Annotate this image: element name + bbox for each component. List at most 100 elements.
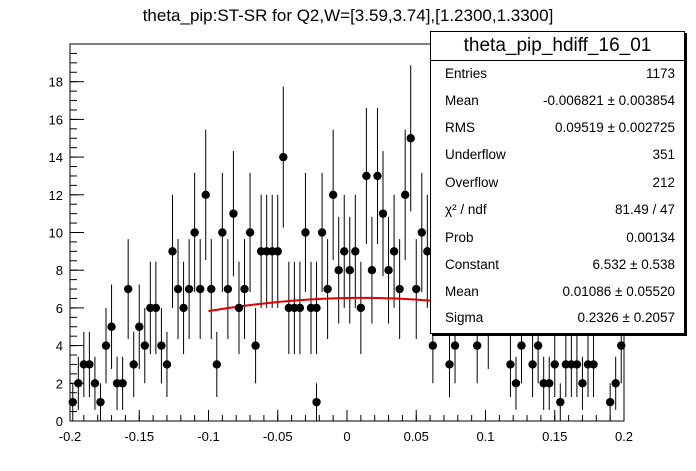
data-point (179, 303, 188, 313)
stats-key: Entries (445, 66, 488, 81)
stats-row-underflow: Underflow 351 (431, 142, 684, 169)
data-point (578, 379, 587, 388)
data-point (251, 341, 260, 350)
stats-value: 0.09519 ± 0.002725 (554, 120, 675, 135)
data-point (550, 360, 559, 369)
stats-row-chi2: χ² / ndf 81.49 / 47 (431, 197, 684, 224)
x-tick-label: 0 (343, 429, 350, 444)
stats-row-rms: RMS 0.09519 ± 0.002725 (431, 115, 684, 142)
data-point (345, 266, 354, 275)
data-point (229, 209, 238, 218)
stats-row-overflow: Overflow 212 (431, 170, 684, 197)
y-tick-label: 6 (56, 301, 63, 316)
x-tick-label: 0.15 (542, 429, 567, 444)
stats-value: 81.49 / 47 (614, 202, 675, 217)
data-point (367, 266, 377, 275)
stats-value: 1173 (645, 66, 675, 81)
data-point (605, 397, 615, 407)
data-point (301, 228, 310, 237)
stats-box: theta_pip_hdiff_16_01 Entries 1173 Mean … (430, 31, 685, 334)
data-point (190, 228, 199, 237)
x-tick-label: 0.05 (404, 429, 429, 444)
data-point (572, 360, 582, 369)
x-tick-label: -0.2 (59, 429, 81, 444)
data-point (74, 379, 83, 388)
data-point (533, 341, 543, 350)
stats-row-entries: Entries 1173 (431, 61, 684, 88)
data-point (445, 360, 454, 369)
data-point (195, 284, 205, 294)
data-point (556, 397, 565, 407)
data-point (312, 303, 321, 313)
y-tick-label: 16 (49, 112, 63, 127)
data-point (528, 360, 537, 369)
stats-value: 0.01086 ± 0.05520 (562, 284, 675, 299)
axes-group: -0.2 -0.15 -0.1 -0.05 0 0.05 0.1 0.15 0.2 0 2 4 6 8 10… (49, 43, 633, 444)
stats-key: Mean (445, 93, 479, 108)
data-point (589, 360, 598, 369)
stats-row-constant: Constant 6.532 ± 0.538 (431, 252, 684, 279)
stats-key: Overflow (445, 175, 499, 190)
stats-row-fit-mean: Mean 0.01086 ± 0.05520 (431, 279, 684, 306)
data-point (545, 379, 554, 388)
data-point (406, 134, 415, 143)
data-point (351, 247, 360, 256)
data-point (107, 322, 116, 331)
y-tick-label: 4 (56, 339, 63, 354)
data-point (129, 360, 138, 369)
y-tick-label: 14 (49, 150, 63, 165)
data-point (389, 247, 399, 256)
data-point (423, 247, 432, 256)
data-point (511, 379, 521, 388)
x-tick-label: 0.1 (476, 429, 494, 444)
data-point (201, 190, 210, 199)
x-tick-label: -0.05 (263, 429, 293, 444)
data-point (312, 397, 321, 407)
data-point (417, 228, 426, 237)
data-point (395, 284, 404, 294)
data-point (168, 247, 177, 256)
data-point (340, 247, 349, 256)
data-point (617, 341, 626, 350)
data-point (328, 190, 338, 199)
y-tick-label: 0 (56, 414, 63, 429)
data-point (362, 171, 371, 181)
data-point (611, 379, 620, 388)
histogram-title: theta_pip:ST-SR for Q2,W=[3.59,3.74],[1.… (142, 6, 554, 25)
stats-value: 6.532 ± 0.538 (592, 257, 675, 272)
stats-key: χ² / ndf (445, 202, 487, 217)
stats-row-sigma: Sigma 0.2326 ± 0.2057 (431, 305, 684, 332)
data-point (96, 397, 105, 407)
data-point (317, 228, 327, 237)
data-point (400, 190, 410, 199)
y-tick-label: 8 (56, 263, 63, 278)
data-point (85, 360, 94, 369)
data-point (223, 284, 233, 294)
data-point (90, 379, 100, 388)
data-point (140, 341, 149, 350)
y-tick-label: 2 (56, 376, 63, 391)
data-point (450, 341, 460, 350)
data-point (157, 341, 166, 350)
data-point (135, 322, 144, 331)
stats-row-mean: Mean -0.006821 ± 0.003854 (431, 88, 684, 115)
stats-row-prob: Prob 0.00134 (431, 225, 684, 252)
stats-key: Sigma (445, 310, 484, 325)
stats-key: RMS (445, 120, 475, 135)
x-tick-label: -0.15 (124, 429, 154, 444)
data-point (118, 379, 127, 388)
data-point (428, 341, 438, 350)
stats-key: Constant (445, 257, 500, 272)
data-point (68, 397, 77, 407)
data-point (212, 360, 222, 369)
data-point (373, 171, 382, 181)
data-point (384, 266, 393, 275)
data-point (295, 303, 305, 313)
data-point (245, 228, 255, 237)
data-point (162, 360, 172, 369)
stats-value: 351 (652, 147, 675, 162)
stats-value: 0.00134 (626, 230, 675, 245)
data-point (207, 284, 216, 294)
data-point (184, 284, 194, 294)
